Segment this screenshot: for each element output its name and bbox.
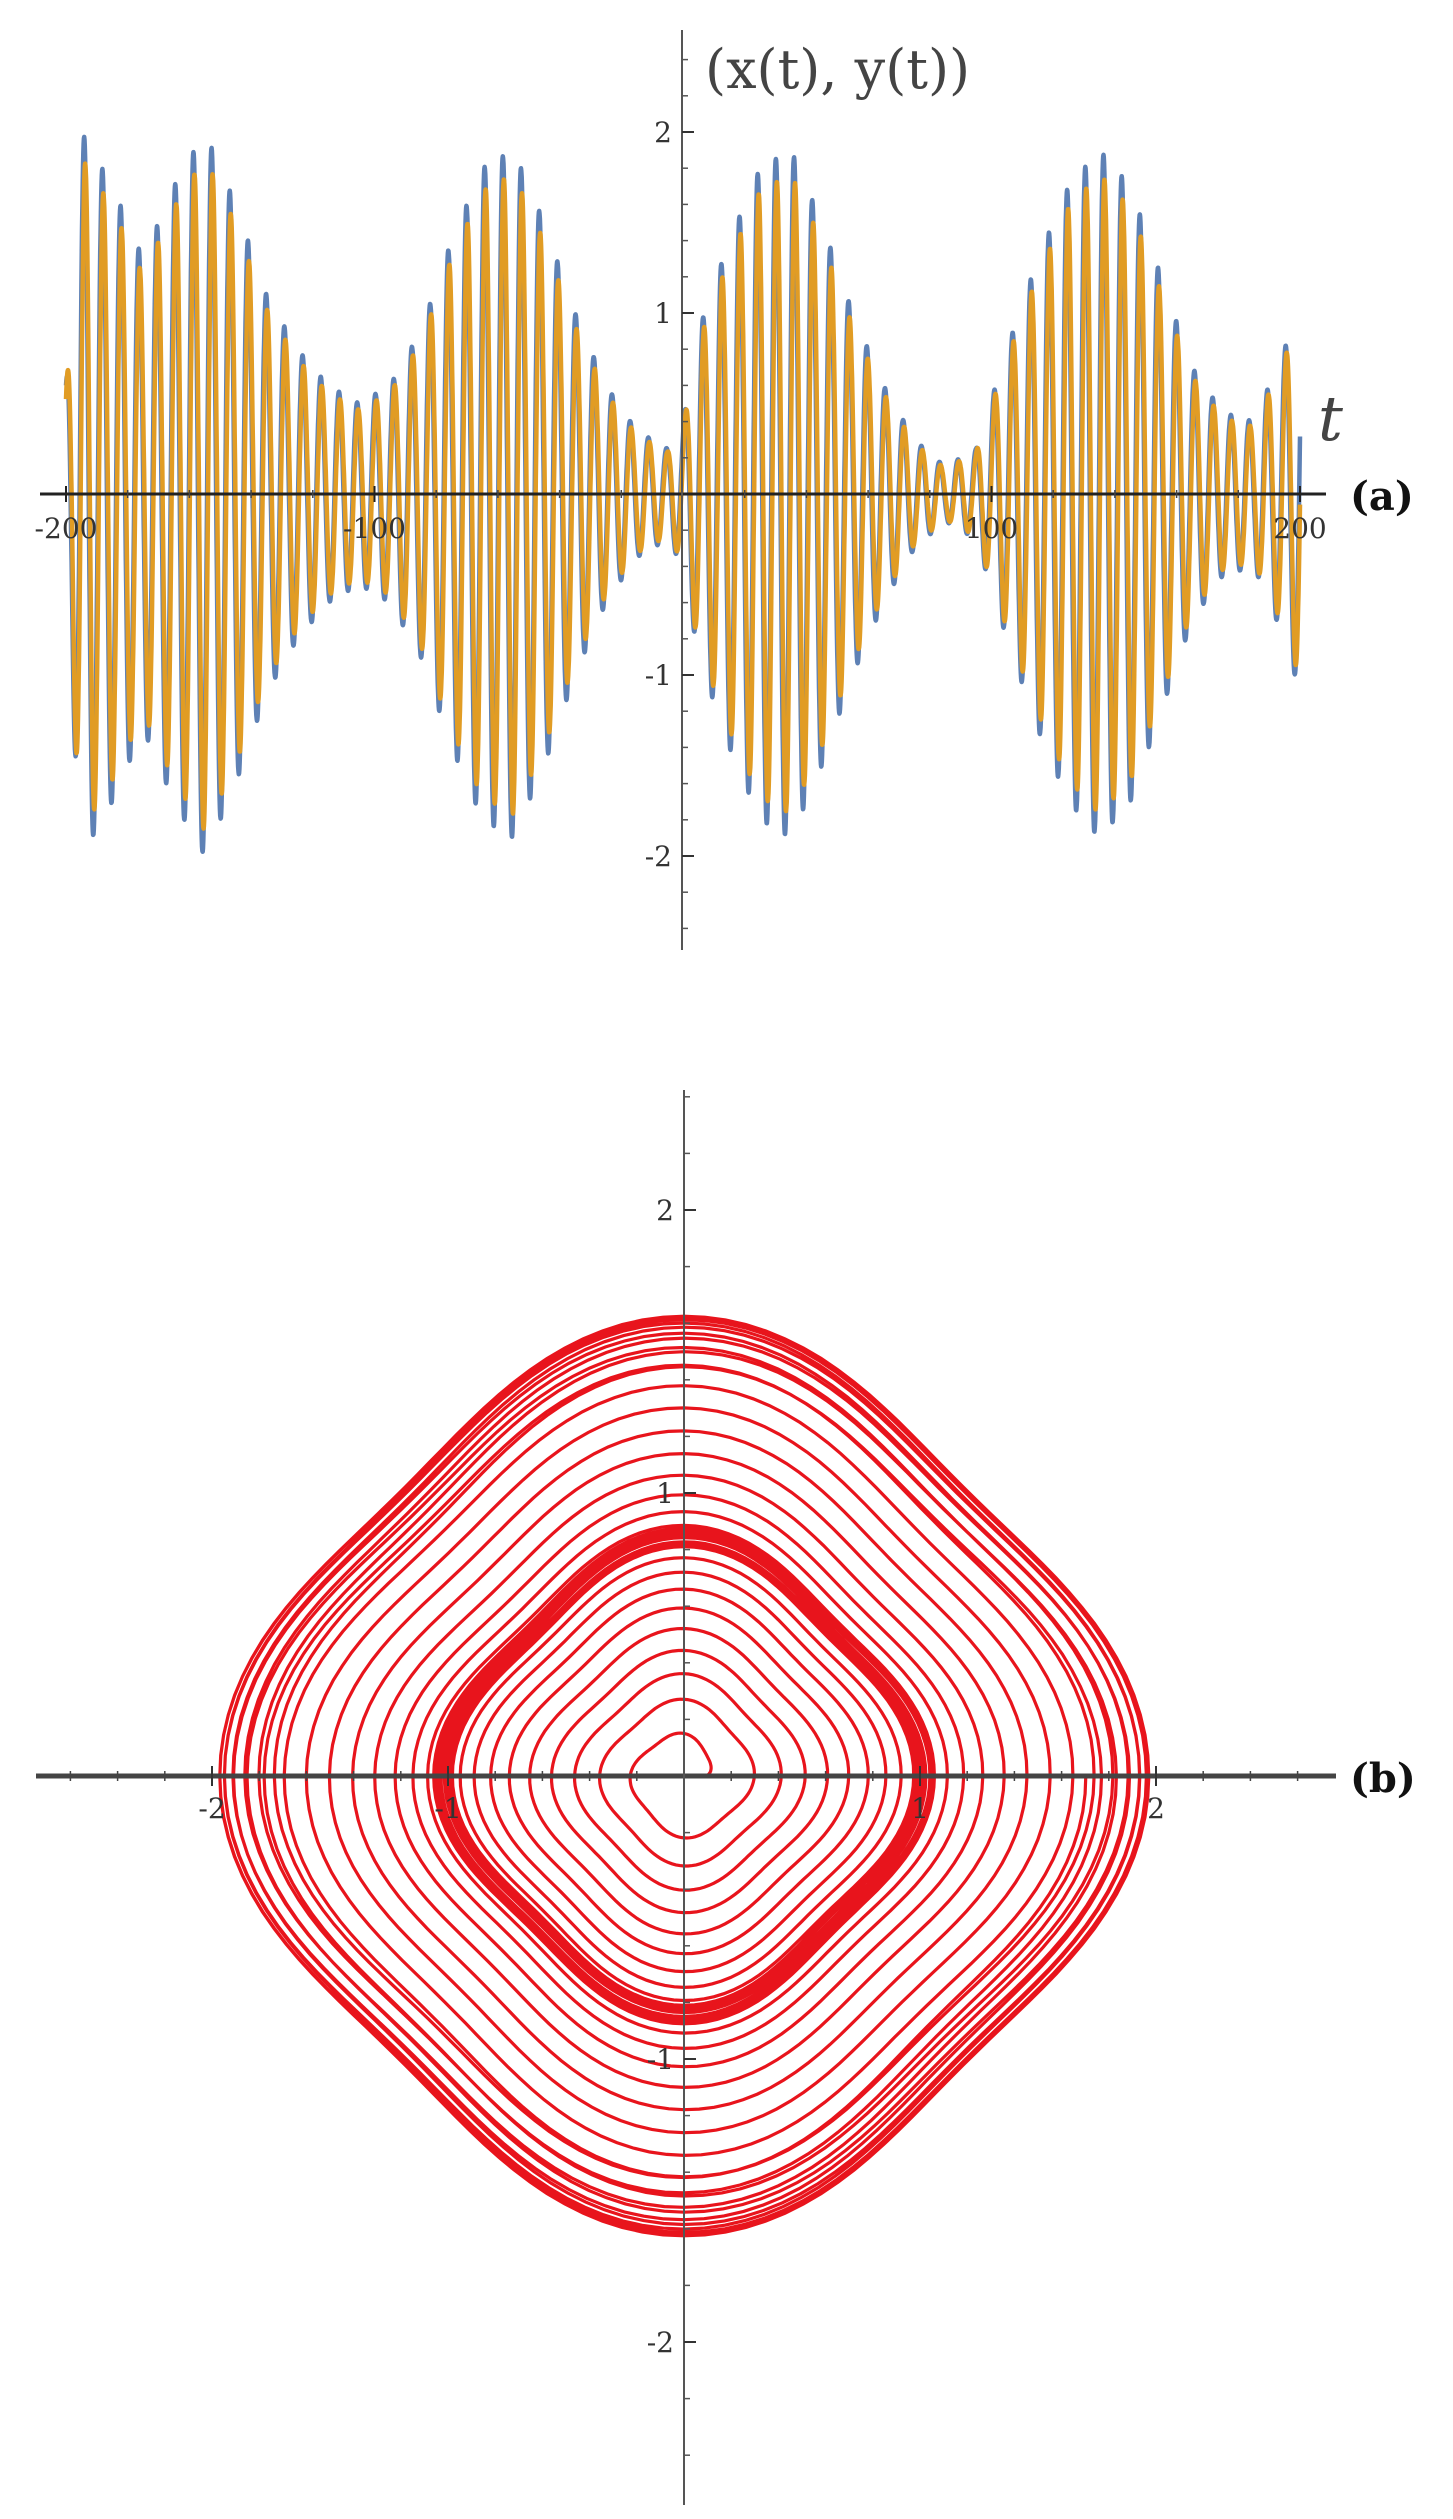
y-tick-label: -1: [647, 2043, 674, 2076]
panel-b-phase-portrait: -2 -1 1 2 -2 -1 1 2 (b): [36, 1090, 1416, 2505]
y-tick-label: 1: [654, 297, 672, 330]
x-tick-label: 200: [1273, 512, 1326, 545]
y-tick-label: -2: [647, 2326, 674, 2359]
x-tick-label: 1: [911, 1792, 929, 1825]
y-axis-title: (x(t), y(t)): [705, 38, 970, 101]
y-tick-label: 1: [656, 1477, 674, 1510]
y-tick-label: 2: [656, 1194, 674, 1227]
y-tick-label: -1: [645, 659, 672, 692]
x-tick-label: 100: [965, 512, 1018, 545]
y-tick-label: -2: [645, 840, 672, 873]
ticks: -2 -1 1 2 -2 -1 1 2: [69, 1096, 1299, 2456]
panel-label-b: (b): [1350, 1755, 1416, 1802]
panel-a-time-series: -200 -100 100 200 -2 -1 1 2 t (x(t), y(t)) (a): [35, 30, 1414, 950]
x-tick-label: -100: [343, 512, 406, 545]
x-tick-label: 2: [1147, 1792, 1165, 1825]
x-axis-title: t: [1318, 382, 1343, 455]
y-tick-label: 2: [654, 116, 672, 149]
x-tick-label: -1: [434, 1792, 461, 1825]
ticks: -200 -100 100 200 -2 -1 1 2: [35, 58, 1327, 930]
x-tick-label: -200: [35, 512, 98, 545]
panel-label-a: (a): [1350, 473, 1414, 520]
x-tick-label: -2: [198, 1792, 225, 1825]
